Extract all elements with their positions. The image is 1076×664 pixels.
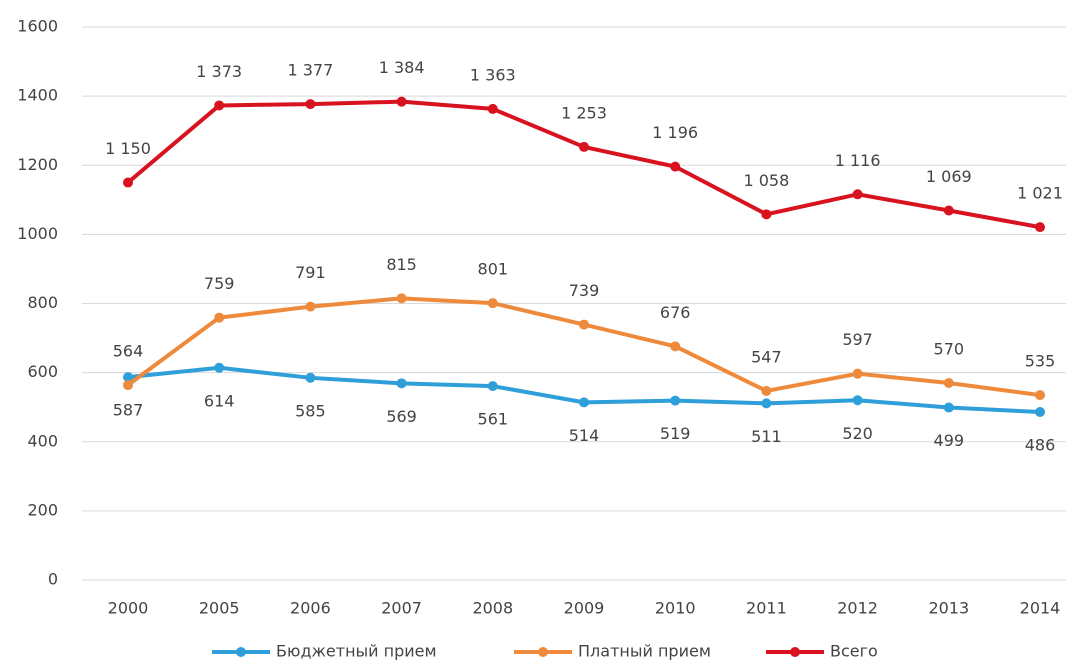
data-label: 614 (204, 391, 235, 410)
y-tick-label: 1400 (17, 86, 58, 105)
point (670, 341, 681, 352)
data-label: 564 (113, 342, 144, 361)
data-label: 1 021 (1017, 184, 1063, 203)
point (305, 99, 316, 110)
data-label: 1 363 (470, 65, 516, 84)
data-label: 547 (751, 347, 782, 366)
y-tick-label: 0 (48, 570, 58, 589)
x-tick-label: 2006 (290, 599, 331, 618)
x-tick-label: 2007 (381, 599, 422, 618)
x-tick-label: 2010 (655, 599, 696, 618)
point (670, 161, 681, 172)
data-label: 1 196 (652, 123, 698, 142)
legend-label: Платный прием (578, 642, 711, 661)
point (1035, 390, 1045, 401)
x-tick-label: 2009 (564, 599, 605, 618)
point (943, 377, 954, 388)
x-tick-label: 2005 (199, 599, 240, 618)
point (761, 209, 772, 220)
x-tick-label: 2013 (928, 599, 969, 618)
data-label: 570 (934, 339, 965, 358)
point (487, 103, 498, 114)
point (761, 398, 772, 409)
data-label: 561 (478, 410, 509, 429)
legend-marker (236, 647, 246, 657)
data-label: 597 (842, 330, 873, 349)
point (123, 177, 133, 188)
data-label: 511 (751, 427, 782, 446)
data-label: 1 069 (926, 167, 972, 186)
x-tick-label: 2014 (1020, 599, 1061, 618)
data-label: 801 (478, 260, 509, 279)
legend-marker (790, 647, 800, 657)
data-label: 815 (386, 255, 417, 274)
point (396, 96, 407, 107)
point (579, 397, 589, 408)
data-label: 486 (1025, 436, 1056, 455)
series-line (126, 296, 1041, 398)
point (579, 141, 589, 152)
data-label: 514 (569, 426, 600, 445)
point (305, 372, 316, 383)
point (852, 395, 863, 406)
data-label: 535 (1025, 352, 1056, 371)
point (214, 100, 225, 111)
data-label: 587 (113, 401, 144, 420)
data-label: 499 (934, 431, 965, 450)
y-tick-label: 600 (27, 362, 58, 381)
x-tick-label: 2008 (472, 599, 513, 618)
point (943, 402, 954, 413)
point (123, 380, 133, 391)
legend-marker (538, 647, 548, 657)
y-tick-label: 200 (27, 500, 58, 519)
data-label: 1 384 (379, 58, 425, 77)
legend-label: Всего (830, 642, 878, 661)
data-label: 1 373 (196, 62, 242, 81)
y-tick-label: 400 (27, 431, 58, 450)
data-label: 676 (660, 303, 691, 322)
point (214, 362, 225, 373)
x-tick-label: 2012 (837, 599, 878, 618)
point (761, 385, 772, 396)
data-label: 791 (295, 263, 326, 282)
data-label: 1 253 (561, 103, 607, 122)
point (487, 298, 498, 309)
data-label: 759 (204, 274, 235, 293)
data-label: 739 (569, 281, 600, 300)
point (214, 312, 225, 323)
data-label: 1 058 (743, 171, 789, 190)
point (1035, 407, 1045, 418)
data-label: 1 377 (287, 61, 333, 80)
y-tick-label: 1200 (17, 155, 58, 174)
point (305, 301, 316, 312)
data-label: 1 116 (835, 151, 881, 170)
point (579, 319, 589, 330)
point (123, 372, 133, 383)
point (1035, 222, 1045, 233)
y-tick-label: 800 (27, 293, 58, 312)
point (396, 293, 407, 304)
data-label: 1 150 (105, 139, 151, 158)
data-label: 569 (386, 407, 417, 426)
legend-label: Бюджетный прием (276, 642, 437, 661)
x-tick-label: 2000 (108, 599, 149, 618)
data-label: 520 (842, 424, 873, 443)
data-label: 585 (295, 401, 326, 420)
point (670, 395, 681, 406)
point (852, 368, 863, 379)
point (852, 189, 863, 200)
y-tick-label: 1600 (17, 17, 58, 36)
x-tick-label: 2011 (746, 599, 787, 618)
point (396, 378, 407, 389)
data-label: 519 (660, 424, 691, 443)
point (487, 381, 498, 392)
point (943, 205, 954, 216)
y-tick-label: 1000 (17, 224, 58, 243)
